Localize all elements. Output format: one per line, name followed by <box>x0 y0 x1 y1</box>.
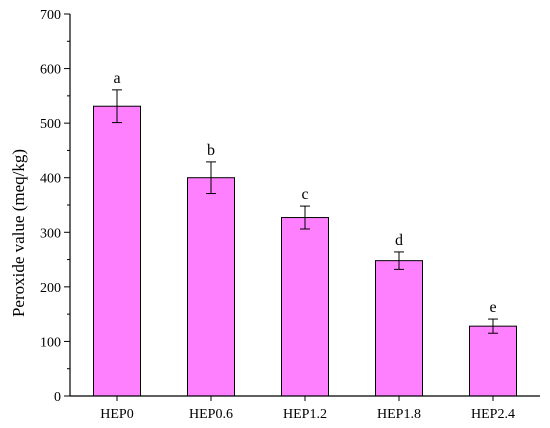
bar-HEP2.4 <box>469 325 517 397</box>
y-tick-label-400: 400 <box>40 172 61 187</box>
bar-HEP0.6 <box>187 177 235 397</box>
significance-label-HEP0: a <box>113 70 120 87</box>
y-tick-label-500: 500 <box>40 117 61 132</box>
y-tick-label-300: 300 <box>40 226 61 241</box>
y-tick-label-700: 700 <box>40 8 61 23</box>
labels-layer: a HEP0 b HEP0.6 c HEP1.2 d HEP1.8 e HEP2.4 0 100 200… <box>40 8 515 422</box>
bar-HEP1.8 <box>375 260 423 397</box>
significance-label-HEP1.2: c <box>301 186 308 203</box>
y-tick-label-200: 200 <box>40 281 61 296</box>
y-axis-title: Peroxide value (meq/kg) <box>9 149 28 317</box>
significance-label-HEP1.8: d <box>395 232 403 249</box>
y-tick-label-0: 0 <box>54 390 61 405</box>
bar-HEP1.2 <box>281 217 329 397</box>
bars-layer <box>93 89 517 397</box>
x-tick-label-HEP2.4: HEP2.4 <box>471 407 515 422</box>
y-tick-label-600: 600 <box>40 63 61 78</box>
axes-layer <box>64 13 540 401</box>
x-tick-label-HEP1.8: HEP1.8 <box>377 407 421 422</box>
x-tick-label-HEP0.6: HEP0.6 <box>189 407 233 422</box>
bar-HEP0 <box>93 105 141 397</box>
y-tick-label-100: 100 <box>40 335 61 350</box>
significance-label-HEP2.4: e <box>489 299 496 316</box>
x-tick-label-HEP1.2: HEP1.2 <box>283 407 327 422</box>
significance-label-HEP0.6: b <box>207 142 215 159</box>
x-tick-label-HEP0: HEP0 <box>100 407 133 422</box>
